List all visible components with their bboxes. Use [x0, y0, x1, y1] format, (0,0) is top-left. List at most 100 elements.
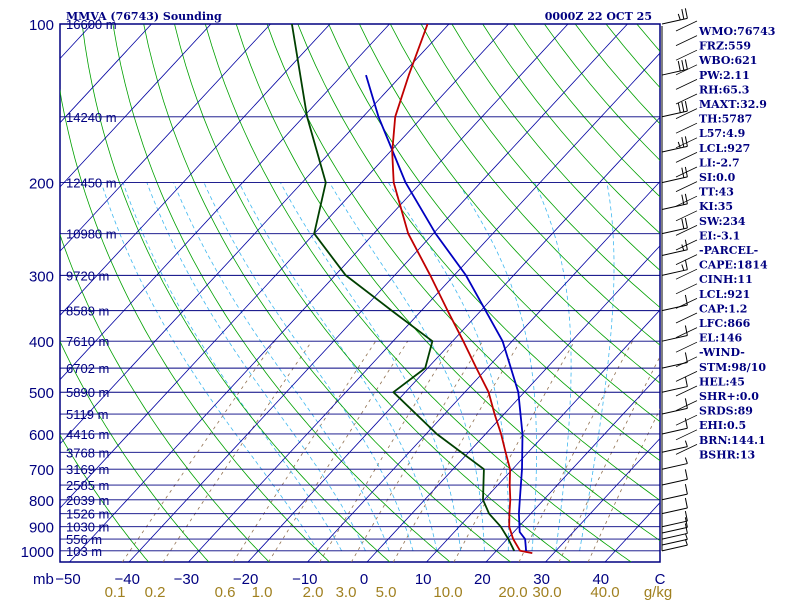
wind-barb-staff — [661, 249, 688, 256]
wind-barb-staff — [661, 68, 688, 76]
index-leader — [675, 298, 698, 309]
height-label: 4416 m — [66, 427, 109, 442]
index-leader — [675, 20, 698, 32]
height-label: 6702 m — [66, 361, 109, 376]
wind-barb-flag — [684, 497, 688, 509]
wind-barb-staff — [661, 203, 688, 211]
wind-barb — [661, 100, 688, 118]
index-leader — [675, 79, 698, 90]
height-label: 9720 m — [66, 268, 109, 283]
temperature-tick: −40 — [114, 571, 139, 588]
isotherms — [0, 24, 660, 562]
pressure-unit: mb — [33, 571, 54, 588]
wind-barb — [661, 469, 688, 486]
index-leader — [675, 210, 698, 222]
wind-barb-staff — [661, 176, 688, 184]
wind-barb-staff — [661, 493, 688, 501]
mixing-ratio-tick: 20.0 — [498, 584, 527, 600]
wind-barb-staff — [661, 544, 688, 552]
dry-adiabat-line — [112, 24, 451, 562]
wind-barb-staff — [661, 427, 688, 435]
sounding-profiles — [291, 24, 533, 554]
wind-barb — [661, 418, 688, 435]
wind-barb-flag — [681, 218, 685, 229]
dry-adiabat-line — [389, 24, 660, 346]
wind-barb — [661, 510, 688, 528]
index-item: SI:0.0 — [699, 171, 736, 184]
index-leader — [675, 49, 698, 61]
index-item: TH:5787 — [699, 113, 752, 126]
height-label: 1030 m — [66, 520, 109, 535]
index-item: CAP:1.2 — [699, 302, 747, 315]
index-leader — [675, 283, 698, 295]
plot-background — [59, 23, 661, 563]
wind-barb-flag — [681, 101, 685, 112]
mixing-ratio-line — [453, 341, 575, 562]
index-leader — [675, 93, 698, 105]
height-label: 10980 m — [66, 227, 117, 242]
mixing-ratio-tick: 30.0 — [532, 584, 561, 600]
dry-adiabat-line — [328, 24, 660, 423]
dry-adiabat-line — [266, 24, 660, 501]
index-item: HEL:45 — [699, 375, 745, 388]
isotherm-line — [0, 24, 32, 562]
isotherm-line — [485, 373, 660, 562]
wind-barb-staff — [661, 227, 688, 235]
mixing-ratio-tick: 0.2 — [145, 584, 166, 600]
mixing-ratio-line — [587, 408, 660, 562]
wind-barb — [661, 376, 688, 393]
isotherm-line — [69, 24, 569, 562]
temperature-tick: 0 — [360, 571, 368, 588]
wind-barb-flag — [684, 59, 688, 70]
index-leader — [675, 64, 698, 76]
wind-barb-staff — [661, 17, 688, 25]
chart-title: MMVA (76743) Sounding — [66, 10, 222, 23]
index-leader — [675, 195, 698, 207]
dry-adiabat-line — [204, 24, 632, 562]
index-leader — [675, 225, 698, 236]
height-label: 2039 m — [66, 493, 109, 508]
index-leader — [675, 312, 698, 324]
wind-barb — [661, 239, 688, 256]
height-label: 5890 m — [66, 385, 109, 400]
pressure-label: 200 — [29, 176, 54, 193]
dry-adiabat-line — [60, 88, 330, 562]
index-leader — [675, 122, 698, 134]
mixing-ratio-line — [392, 340, 521, 562]
index-leader — [675, 356, 698, 368]
index-leader — [675, 268, 698, 280]
wind-barb-flag — [684, 100, 688, 112]
index-item: BRN:144.1 — [699, 434, 766, 447]
pressure-label: 500 — [29, 385, 54, 402]
moist-adiabat-line — [534, 182, 572, 551]
wind-barb — [661, 517, 688, 534]
index-item: SW:234 — [699, 215, 746, 228]
index-item: PW:2.11 — [699, 69, 750, 82]
wind-barb-flag — [684, 469, 688, 480]
index-item: CINH:11 — [699, 273, 753, 286]
wind-barb-staff — [661, 269, 688, 276]
wind-barb-flag — [684, 440, 688, 447]
index-leader — [675, 137, 698, 149]
height-label: 1526 m — [66, 507, 109, 522]
height-label: 14240 m — [66, 110, 117, 125]
moist-adiabat-line — [329, 182, 485, 551]
mixing-ratio-tick: 40.0 — [590, 584, 619, 600]
index-item: FRZ:559 — [699, 40, 751, 53]
height-label: 103 m — [66, 544, 102, 559]
wind-barb-flag — [684, 457, 688, 464]
wind-barb-flag — [681, 167, 685, 178]
wind-barb-staff — [661, 478, 688, 486]
height-label: 3768 m — [66, 445, 109, 460]
wind-barb-flag — [684, 376, 688, 387]
dry-adiabat-line — [174, 24, 572, 562]
wind-barb-staff — [661, 386, 688, 393]
temperature-tick: −20 — [233, 571, 258, 588]
index-item: EL:146 — [699, 332, 742, 345]
pressure-label: 600 — [29, 427, 54, 444]
wind-barb — [661, 352, 688, 369]
wind-barb — [661, 193, 688, 211]
wind-barb — [661, 398, 688, 415]
wind-barb-flag — [681, 60, 685, 71]
